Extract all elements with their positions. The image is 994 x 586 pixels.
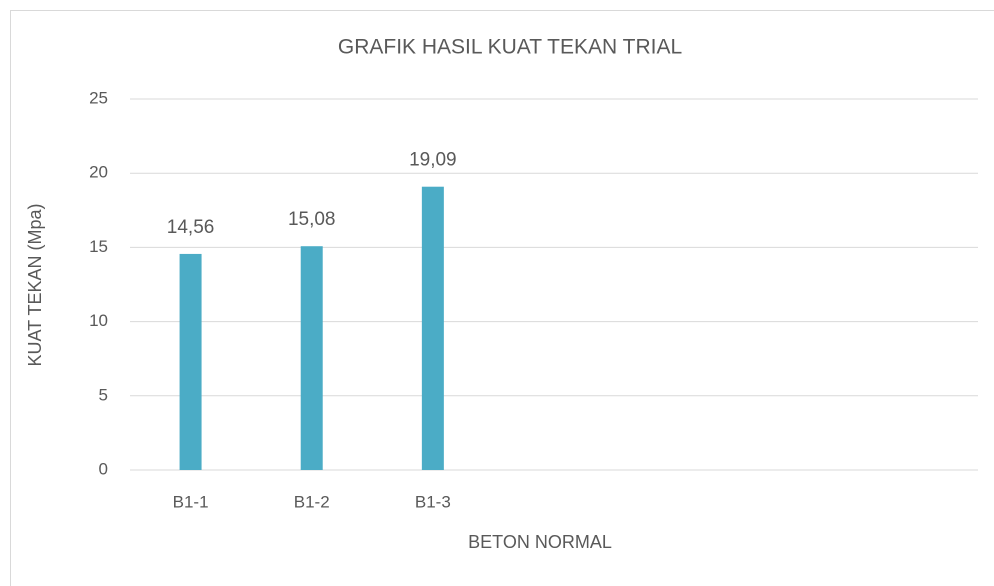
chart-border [10, 10, 994, 586]
y-tick-label: 15 [89, 237, 108, 256]
y-tick-label: 0 [99, 459, 108, 478]
data-label: 15,08 [288, 209, 336, 230]
y-tick-label: 20 [89, 163, 108, 182]
y-tick-label: 10 [89, 311, 108, 330]
y-tick-label: 5 [99, 385, 108, 404]
chart-title: GRAFIK HASIL KUAT TEKAN TRIAL [338, 36, 682, 59]
bar [300, 246, 323, 470]
y-tick-label: 25 [89, 88, 108, 107]
x-axis-title: BETON NORMAL [468, 532, 612, 552]
data-label: 14,56 [167, 217, 215, 238]
bar [421, 186, 444, 470]
x-tick-label: B1-3 [415, 492, 451, 511]
y-axis-title: KUAT TEKAN (Mpa) [25, 203, 45, 366]
data-label: 19,09 [409, 150, 457, 171]
bar [179, 253, 202, 470]
x-tick-label: B1-2 [294, 492, 330, 511]
x-tick-label: B1-1 [173, 492, 209, 511]
